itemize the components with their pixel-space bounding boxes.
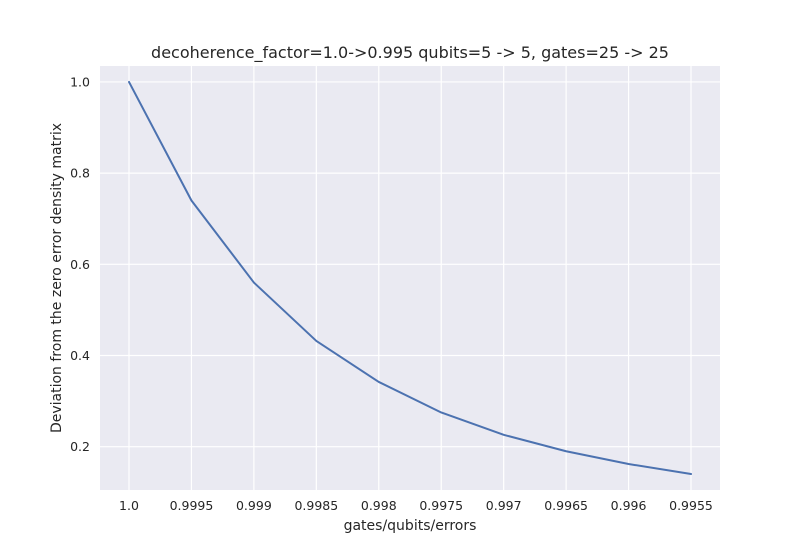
chart-title: decoherence_factor=1.0->0.995 qubits=5 -… — [151, 43, 669, 63]
x-tick-label: 0.9955 — [669, 498, 713, 513]
plot-area — [100, 66, 720, 490]
y-tick-label: 0.2 — [70, 439, 90, 454]
x-tick-label: 1.0 — [119, 498, 139, 513]
x-tick-label: 0.9995 — [170, 498, 214, 513]
x-tick-label: 0.997 — [486, 498, 522, 513]
y-tick-label: 0.6 — [70, 257, 90, 272]
y-tick-label: 0.4 — [70, 348, 90, 363]
x-tick-label: 0.9965 — [544, 498, 588, 513]
x-axis-ticks: 1.0 0.9995 0.999 0.9985 0.998 0.9975 0.997 0.99… — [119, 498, 713, 513]
x-tick-label: 0.999 — [236, 498, 272, 513]
x-axis-label: gates/qubits/errors — [344, 518, 477, 534]
y-tick-label: 1.0 — [70, 74, 90, 89]
x-tick-label: 0.998 — [361, 498, 397, 513]
x-tick-label: 0.996 — [611, 498, 647, 513]
x-tick-label: 0.9975 — [419, 498, 463, 513]
y-axis-ticks: 0.2 0.4 0.6 0.8 1.0 — [70, 74, 90, 454]
grid-lines — [100, 66, 720, 490]
x-tick-label: 0.9985 — [294, 498, 338, 513]
series-layer — [128, 80, 692, 476]
y-axis-label: Deviation from the zero error density ma… — [49, 123, 65, 433]
y-tick-label: 0.8 — [70, 166, 90, 181]
series-line — [128, 80, 692, 476]
